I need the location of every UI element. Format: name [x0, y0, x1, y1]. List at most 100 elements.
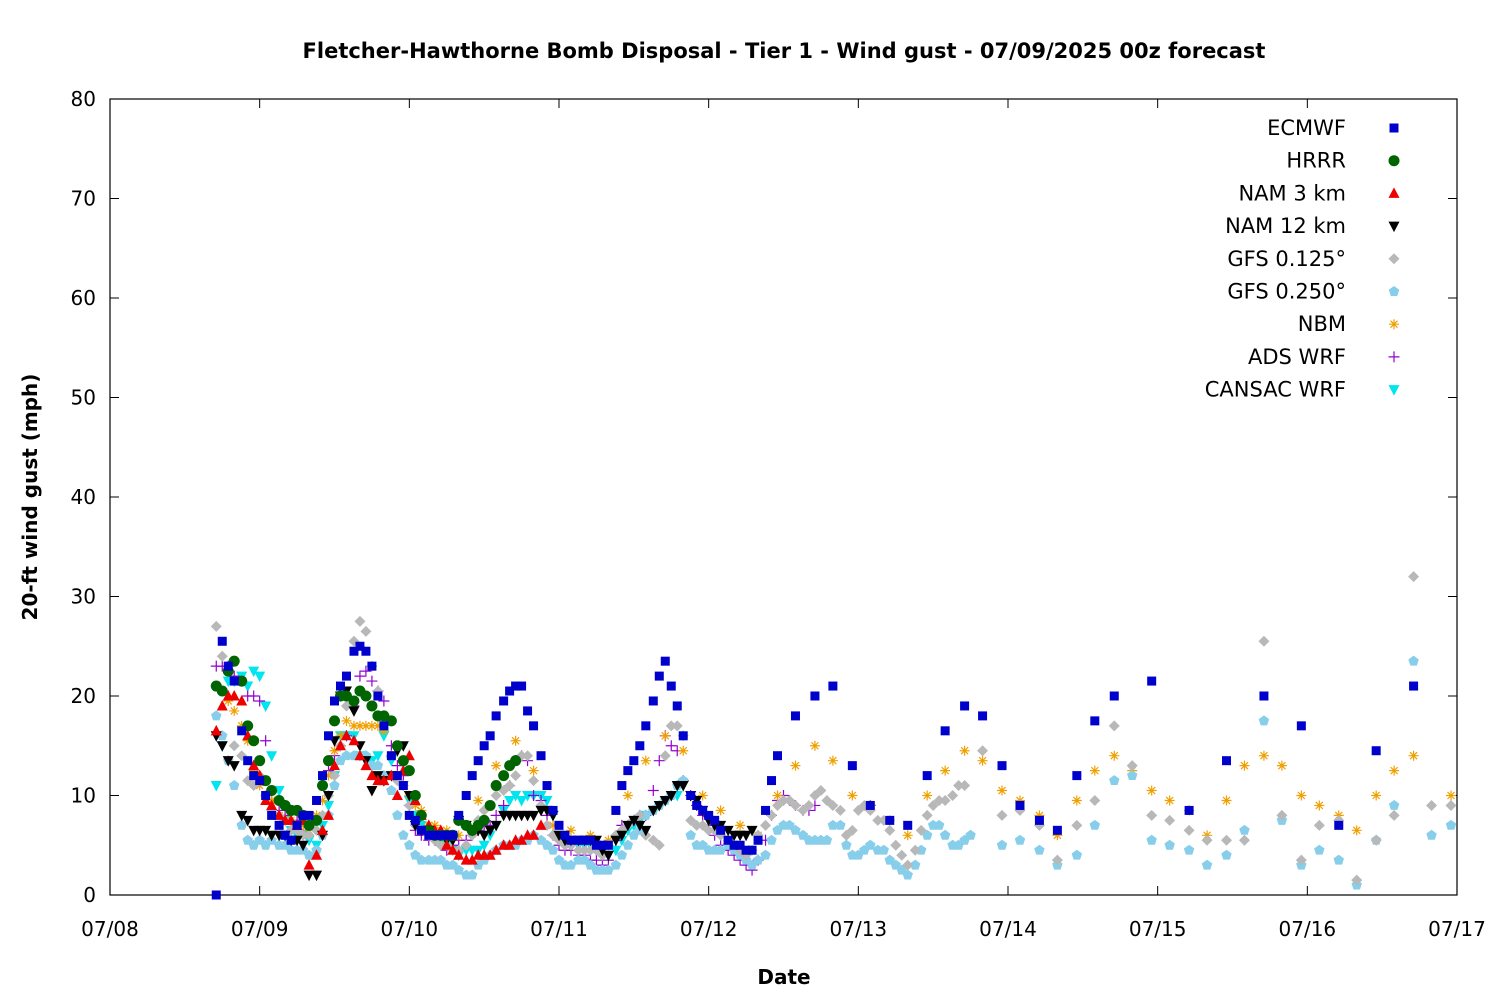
data-point: [1388, 799, 1400, 810]
data-point: [478, 830, 490, 842]
legend-label: GFS 0.250°: [1227, 280, 1346, 304]
data-point: [1446, 790, 1457, 801]
y-tick-label: 40: [71, 485, 96, 509]
data-point: [541, 795, 553, 807]
data-point: [623, 766, 633, 776]
data-point: [453, 864, 464, 875]
data-point: [715, 844, 726, 855]
data-point: [372, 751, 384, 762]
data-point: [566, 835, 576, 845]
data-point: [622, 839, 634, 850]
data-point: [311, 870, 323, 882]
data-point: [448, 830, 458, 840]
data-point: [403, 765, 415, 777]
data-point: [210, 724, 222, 736]
legend-label: HRRR: [1286, 149, 1346, 173]
data-point: [1313, 819, 1325, 831]
data-point: [753, 835, 763, 845]
data-point: [366, 769, 378, 781]
y-tick-label: 20: [71, 684, 96, 708]
data-point: [1295, 854, 1307, 866]
data-point: [827, 819, 839, 830]
data-point: [1164, 795, 1175, 806]
data-point: [902, 830, 913, 841]
series-gfs-0-125-: [210, 571, 1457, 886]
data-point: [1184, 805, 1194, 815]
data-point: [790, 711, 800, 721]
data-point: [554, 820, 564, 830]
data-point: [478, 814, 490, 826]
data-point: [312, 795, 322, 805]
data-point: [660, 656, 670, 666]
data-point: [242, 735, 253, 746]
data-point: [884, 824, 896, 836]
data-point: [386, 751, 396, 761]
x-tick-label: 07/10: [381, 917, 439, 941]
data-point: [228, 690, 240, 701]
data-point: [654, 671, 664, 681]
data-point: [959, 780, 971, 792]
data-point: [653, 800, 665, 812]
data-point: [635, 741, 645, 751]
data-point: [341, 715, 352, 726]
data-point: [1296, 790, 1307, 801]
data-point: [1147, 676, 1157, 686]
data-point: [479, 741, 489, 751]
data-point: [603, 864, 614, 875]
data-point: [498, 770, 510, 782]
data-point: [1034, 810, 1045, 821]
data-point: [210, 781, 222, 792]
data-point: [1371, 790, 1382, 801]
data-point: [354, 749, 366, 761]
data-point: [242, 815, 254, 827]
data-point: [536, 751, 546, 761]
data-point: [334, 739, 346, 751]
data-point: [1408, 571, 1420, 583]
data-point: [348, 695, 360, 707]
data-point: [398, 829, 409, 840]
y-tick-label: 10: [71, 784, 96, 808]
data-point: [410, 800, 421, 811]
data-point: [485, 731, 495, 741]
data-point: [1183, 844, 1195, 855]
y-tick-label: 50: [71, 386, 96, 410]
legend-marker: [1389, 123, 1399, 133]
data-point: [810, 691, 820, 701]
data-point: [565, 825, 576, 836]
data-point: [1276, 809, 1288, 821]
data-point: [692, 800, 702, 810]
data-point: [236, 819, 247, 830]
data-point: [1388, 809, 1400, 821]
data-point: [416, 854, 427, 865]
data-point: [490, 809, 502, 821]
data-point: [722, 825, 734, 837]
data-point: [1034, 844, 1045, 855]
data-point: [847, 790, 858, 801]
data-point: [484, 849, 496, 860]
data-point: [560, 830, 570, 840]
data-point: [516, 834, 528, 845]
data-point: [323, 755, 335, 767]
data-point: [366, 720, 377, 731]
data-point: [266, 830, 278, 842]
data-point: [360, 759, 372, 771]
data-point: [255, 776, 265, 786]
data-point: [1034, 815, 1044, 825]
data-point: [789, 799, 801, 811]
data-point: [504, 780, 516, 792]
data-point: [665, 740, 677, 752]
series-ecmwf: [211, 636, 1419, 900]
data-point: [903, 820, 913, 830]
data-point: [996, 809, 1008, 821]
data-point: [1408, 750, 1419, 761]
data-point: [303, 859, 315, 870]
data-point: [1351, 874, 1363, 886]
legend-marker: [1388, 351, 1400, 363]
data-point: [466, 869, 478, 880]
data-point: [510, 735, 521, 746]
data-point: [430, 830, 440, 840]
data-point: [659, 750, 671, 762]
data-point: [1239, 760, 1250, 771]
data-point: [953, 780, 965, 792]
data-point: [273, 809, 285, 820]
